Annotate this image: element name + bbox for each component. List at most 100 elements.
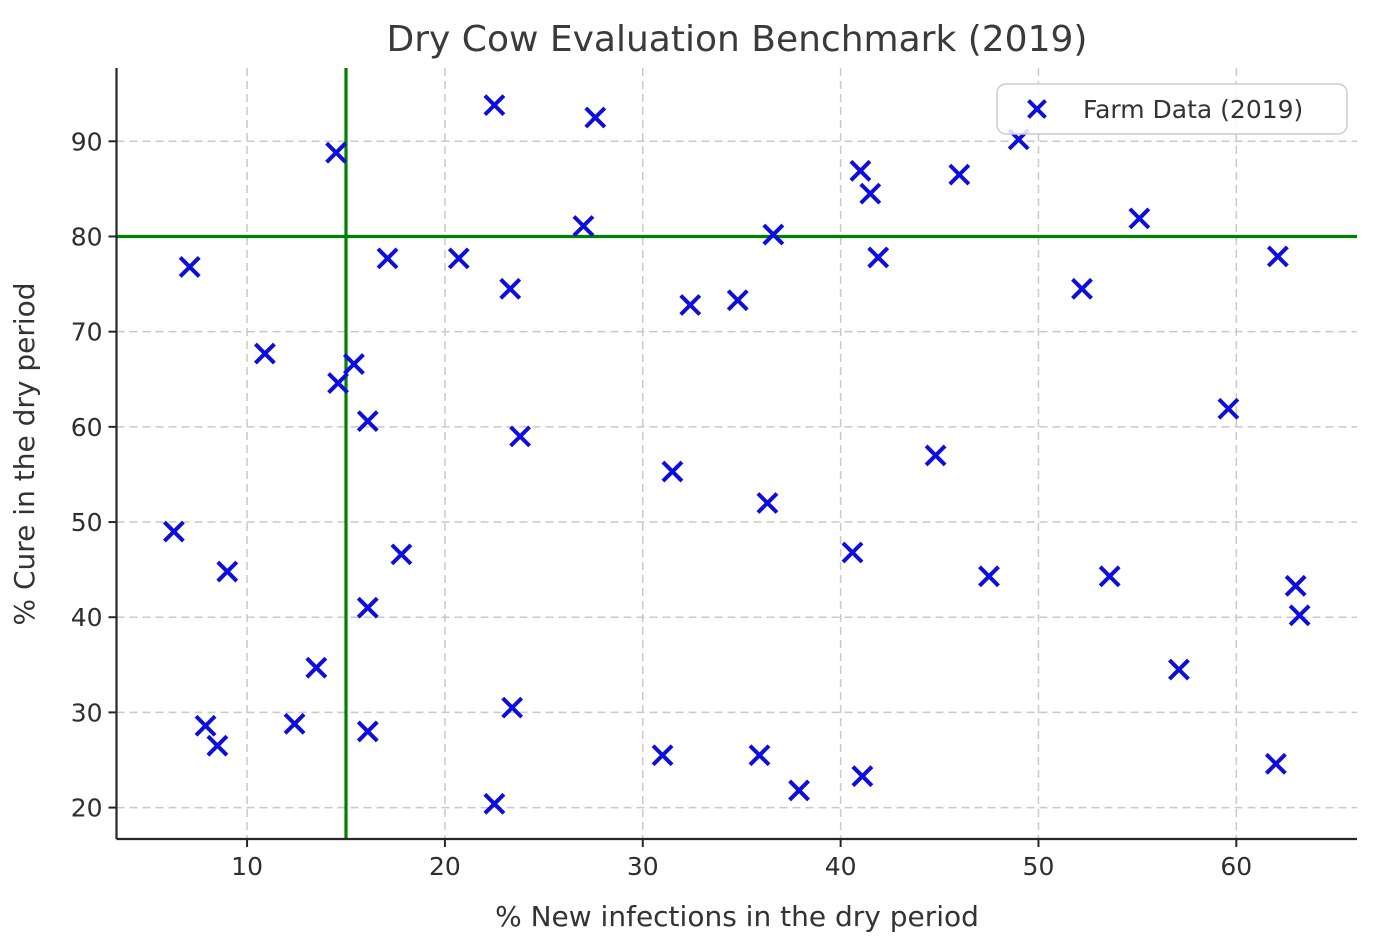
data-point: [841, 541, 864, 564]
data-point-stroke: [327, 372, 350, 394]
data-point: [483, 792, 506, 815]
data-point: [748, 744, 771, 767]
data-point: [1098, 565, 1121, 588]
x-tick-label: 50: [1023, 852, 1055, 881]
data-point: [867, 246, 890, 269]
data-point: [1128, 207, 1151, 230]
data-point-stroke: [206, 734, 229, 757]
data-point: [948, 163, 971, 186]
data-point-stroke: [679, 294, 702, 316]
data-point-stroke: [509, 425, 532, 448]
data-point-stroke: [178, 256, 201, 278]
x-tick-label: 60: [1220, 852, 1252, 881]
data-point-stroke: [651, 744, 674, 767]
data-point: [356, 720, 379, 743]
data-point-stroke: [851, 765, 874, 788]
data-point-stroke: [849, 159, 872, 182]
data-point-stroke: [501, 696, 524, 719]
data-point: [390, 543, 413, 566]
points-layer: [162, 94, 1311, 815]
data-point-stroke: [859, 182, 882, 205]
data-point-stroke: [948, 163, 971, 186]
data-point: [978, 565, 1000, 588]
data-point-stroke: [483, 792, 506, 815]
data-point: [194, 714, 217, 737]
data-point-stroke: [1264, 752, 1287, 775]
data-point: [584, 106, 607, 129]
data-point: [924, 444, 947, 467]
data-point-stroke: [924, 444, 947, 467]
data-point: [356, 410, 379, 433]
data-point-stroke: [788, 779, 810, 802]
data-point: [851, 765, 874, 788]
data-point-stroke: [756, 492, 779, 514]
data-point: [661, 460, 684, 483]
data-point: [499, 277, 522, 300]
data-point: [283, 712, 306, 735]
data-point-stroke: [216, 560, 239, 583]
x-tick-label: 30: [627, 852, 659, 881]
tick-layer: 10 20 30 40 50 60 20 30 40 50 60 70 80 90: [71, 127, 1253, 881]
x-tick-label: 10: [231, 852, 263, 881]
data-point: [216, 560, 239, 583]
y-tick-label: 90: [71, 127, 103, 156]
legend-marker-stroke: [1027, 99, 1047, 119]
data-point: [1071, 277, 1093, 300]
data-point-stroke: [305, 656, 328, 679]
data-point: [162, 520, 185, 543]
data-point: [343, 353, 365, 375]
data-point: [756, 492, 779, 514]
data-point-stroke: [661, 460, 684, 483]
data-point: [501, 696, 524, 719]
data-point-stroke: [447, 247, 470, 270]
data-point: [356, 596, 379, 619]
data-point: [1288, 604, 1311, 627]
data-point: [762, 223, 785, 246]
y-axis-label: % Cure in the dry period: [8, 282, 41, 625]
data-point: [305, 656, 328, 679]
data-point: [376, 247, 399, 270]
data-point-stroke: [978, 565, 1000, 588]
data-point: [788, 779, 810, 802]
data-point-stroke: [253, 342, 276, 365]
data-point: [447, 247, 470, 270]
legend-marker-x-icon: [1027, 99, 1047, 119]
data-point: [325, 141, 348, 164]
legend: Farm Data (2019): [996, 83, 1348, 135]
data-point: [859, 182, 882, 205]
data-point-stroke: [356, 596, 379, 619]
data-point-stroke: [1071, 277, 1093, 300]
legend-box: [996, 83, 1348, 135]
data-point: [1168, 658, 1190, 681]
y-tick-label: 60: [71, 413, 103, 442]
data-point-stroke: [1217, 397, 1240, 420]
x-tick-label: 40: [825, 852, 857, 881]
reference-lines-layer: [116, 68, 1357, 839]
y-tick-label: 40: [71, 603, 103, 632]
data-point-stroke: [841, 541, 864, 564]
data-point-stroke: [584, 106, 607, 129]
data-point-stroke: [356, 720, 379, 743]
data-point: [1217, 397, 1240, 420]
chart-title: Dry Cow Evaluation Benchmark (2019): [387, 19, 1088, 60]
grid-layer: [116, 68, 1357, 839]
data-point: [679, 294, 702, 316]
data-point-stroke: [1266, 245, 1289, 268]
data-point-stroke: [1284, 574, 1307, 597]
data-point-stroke: [283, 712, 306, 735]
data-point-stroke: [162, 520, 185, 543]
data-point-stroke: [867, 246, 890, 269]
data-point-stroke: [1098, 565, 1121, 588]
data-point-stroke: [325, 141, 348, 164]
y-tick-label: 70: [71, 318, 103, 347]
data-point: [253, 342, 276, 365]
y-tick-label: 50: [71, 508, 103, 537]
data-point: [1264, 752, 1287, 775]
y-tick-label: 80: [71, 222, 103, 251]
data-point-stroke: [762, 223, 785, 246]
data-point: [572, 215, 595, 237]
data-point-stroke: [572, 215, 595, 237]
data-point: [206, 734, 229, 757]
